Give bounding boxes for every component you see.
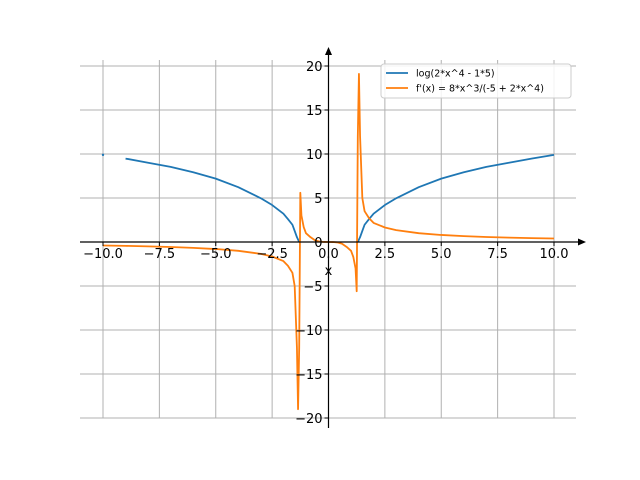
series-0-line — [125, 157, 301, 243]
series-0-point — [101, 153, 105, 157]
x-axis-arrow-icon — [578, 238, 586, 246]
legend-entry-label: log(2*x^4 - 1*5) — [416, 69, 495, 80]
y-tick-label: 5 — [314, 192, 322, 207]
legend-entry-label: f'(x) = 8*x^3/(-5 + 2*x^4) — [416, 84, 544, 95]
x-tick-label: 10.0 — [540, 247, 569, 262]
axes — [80, 47, 586, 428]
x-tick-label: 7.5 — [487, 247, 508, 262]
ticks: −10.0 −7.5 −5.0 −2.5 0.0 2.5 5.0 7.5 10.0 −20 −15 −… — [83, 60, 568, 427]
x-tick-label: −2.5 — [256, 247, 288, 262]
legend: log(2*x^4 - 1*5) f'(x) = 8*x^3/(-5 + 2*x^… — [380, 63, 572, 99]
series-1-line — [328, 73, 555, 293]
x-axis-label: x — [325, 264, 333, 279]
y-tick-label: 10 — [306, 148, 323, 163]
legend-box — [380, 63, 572, 99]
series-layer — [101, 73, 555, 411]
y-tick-label: −15 — [295, 368, 322, 383]
series-0-line — [356, 153, 555, 243]
y-axis-arrow-icon — [325, 47, 332, 55]
x-tick-label: 0.0 — [318, 247, 339, 262]
y-tick-label: 0 — [314, 236, 322, 251]
x-tick-label: −7.5 — [144, 247, 176, 262]
x-tick-label: −5.0 — [200, 247, 232, 262]
y-tick-label: −10 — [295, 324, 322, 339]
y-tick-label: 20 — [306, 60, 323, 75]
y-tick-label: −5 — [303, 280, 322, 295]
x-tick-label: 2.5 — [375, 247, 396, 262]
x-tick-label: −10.0 — [83, 247, 123, 262]
series-1-line — [102, 191, 329, 411]
y-tick-label: 15 — [306, 104, 323, 119]
x-tick-label: 5.0 — [431, 247, 452, 262]
y-tick-label: −20 — [295, 412, 322, 427]
